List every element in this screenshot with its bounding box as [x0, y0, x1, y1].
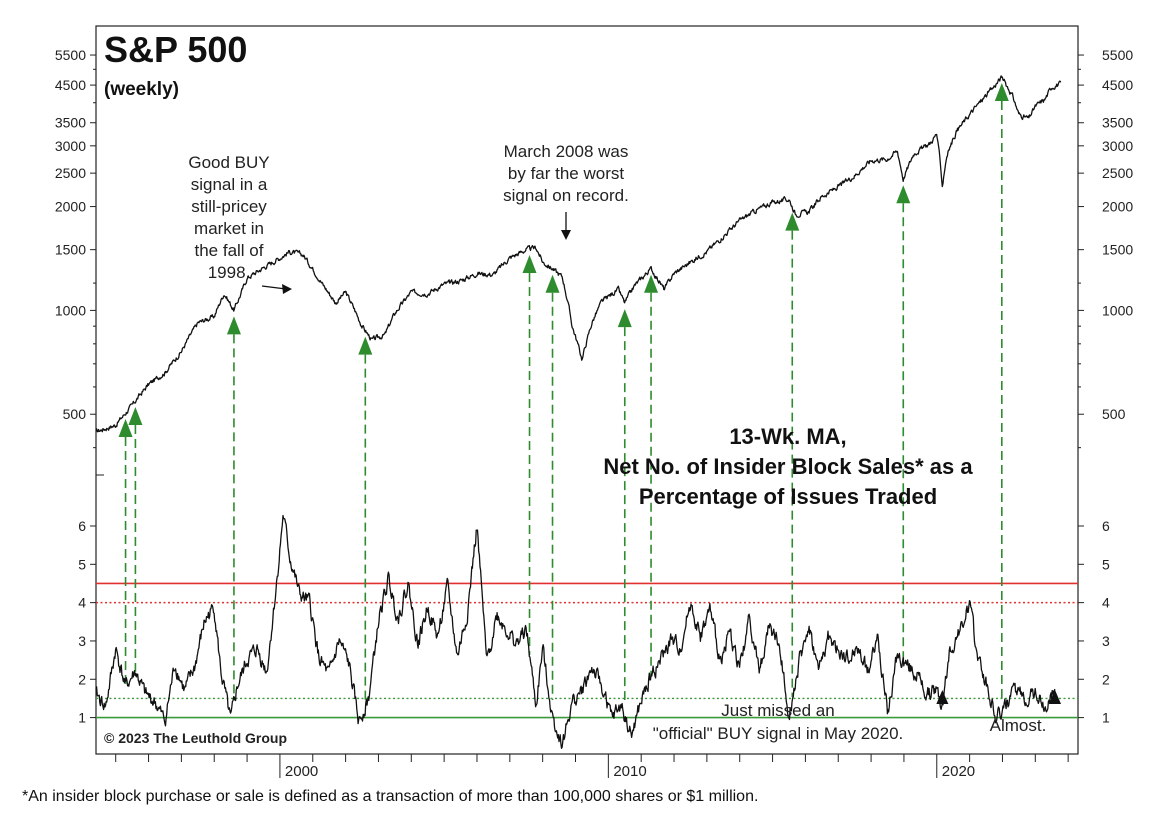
buy-signal-arrow [358, 336, 373, 355]
buy-signal-arrow [545, 274, 560, 293]
indicator-title-line-3: Percentage of Issues Traded [639, 484, 937, 509]
buy-signal-arrow [896, 185, 911, 204]
annotation-line: market in [194, 219, 264, 238]
indicator-title-line-1: 13-Wk. MA, [729, 424, 846, 449]
insider-y-tick-label-left: 4 [78, 595, 86, 611]
sp500-y-tick-label-left: 1500 [55, 242, 86, 258]
sp500-y-tick-label-left: 5500 [55, 47, 86, 63]
indicator-title-line-2: Net No. of Insider Block Sales* as a [603, 454, 973, 479]
plot-frame [95, 25, 1079, 755]
annotation-pointer [261, 285, 287, 290]
footnote: *An insider block purchase or sale is de… [22, 788, 758, 805]
annotation-almost: Almost. [990, 716, 1047, 735]
indicator-title: 13-Wk. MA, Net No. of Insider Block Sale… [603, 424, 973, 509]
buy-signal-arrow [785, 212, 800, 231]
sp500-y-tick-label-left: 2500 [55, 165, 86, 181]
sp500-y-tick-label-right: 2000 [1102, 199, 1133, 215]
insider-y-tick-label-left: 2 [78, 671, 86, 687]
x-tick-label: 2020 [942, 763, 975, 780]
copyright: © 2023 The Leuthold Group [104, 730, 287, 746]
chart-title: S&P 500 [104, 29, 247, 70]
annotation-line: signal in a [191, 175, 268, 194]
buy-signal-arrow [617, 309, 632, 328]
insider-y-tick-label-left: 6 [78, 518, 86, 534]
buy-signal-arrow [644, 274, 659, 293]
chart-subtitle: (weekly) [104, 79, 179, 100]
sp500-y-tick-label-right: 5500 [1102, 47, 1133, 63]
sp500-y-tick-label-left: 2000 [55, 199, 86, 215]
sp500-y-tick-label-right: 500 [1102, 406, 1126, 422]
annotation-line: by far the worst [508, 164, 624, 183]
sp500-y-tick-label-right: 3500 [1102, 115, 1133, 131]
buy-signal-arrow [118, 419, 133, 438]
sp500-y-tick-label-right: 1500 [1102, 242, 1133, 258]
annotation-good-buy: Good BUY signal in a still-pricey market… [188, 153, 269, 282]
insider-y-tick-label-left: 1 [78, 710, 86, 726]
annotation-line: Just missed an [721, 701, 834, 720]
annotation-line: still-pricey [191, 197, 267, 216]
annotation-line: 1998. [208, 263, 251, 282]
near-miss-marker [1049, 690, 1062, 704]
sp500-y-tick-label-left: 1000 [55, 302, 86, 318]
sp500-y-tick-label-right: 4500 [1102, 77, 1133, 93]
sp500-y-tick-label-left: 4500 [55, 77, 86, 93]
sp500-y-tick-label-right: 2500 [1102, 165, 1133, 181]
sp500-y-tick-label-right: 1000 [1102, 302, 1133, 318]
insider-y-tick-label-right: 3 [1102, 633, 1110, 649]
sp500-y-tick-label-left: 3500 [55, 115, 86, 131]
sp500-y-tick-label-left: 500 [63, 406, 87, 422]
buy-signal-arrow [128, 407, 143, 426]
annotation-pointer-head [561, 230, 571, 240]
insider-sales-line [95, 514, 1056, 749]
sp500-y-tick-label-left: 3000 [55, 138, 86, 154]
annotation-may-2020: Just missed an "official" BUY signal in … [653, 701, 904, 743]
x-tick-label: 2010 [613, 763, 646, 780]
insider-y-tick-label-left: 3 [78, 633, 86, 649]
annotation-line: signal on record. [503, 186, 629, 205]
buy-signal-arrow [522, 254, 537, 273]
annotation-line: the fall of [195, 241, 264, 260]
insider-y-tick-label-right: 5 [1102, 556, 1110, 572]
buy-signal-arrow [226, 316, 241, 335]
sp500-line [95, 75, 1062, 433]
annotation-line: March 2008 was [504, 142, 629, 161]
annotation-march-2008: March 2008 was by far the worst signal o… [503, 142, 629, 205]
insider-y-tick-label-right: 6 [1102, 518, 1110, 534]
buy-signal-arrow [994, 82, 1009, 101]
insider-y-tick-label-right: 1 [1102, 710, 1110, 726]
annotation-line: "official" BUY signal in May 2020. [653, 724, 904, 743]
x-tick-label: 2000 [285, 763, 318, 780]
near-miss-marker [936, 690, 949, 704]
annotation-pointer-head [282, 284, 292, 294]
insider-y-tick-label-left: 5 [78, 556, 86, 572]
annotation-line: Good BUY [188, 153, 269, 172]
insider-y-tick-label-right: 4 [1102, 595, 1110, 611]
sp500-y-tick-label-right: 3000 [1102, 138, 1133, 154]
insider-y-tick-label-right: 2 [1102, 671, 1110, 687]
